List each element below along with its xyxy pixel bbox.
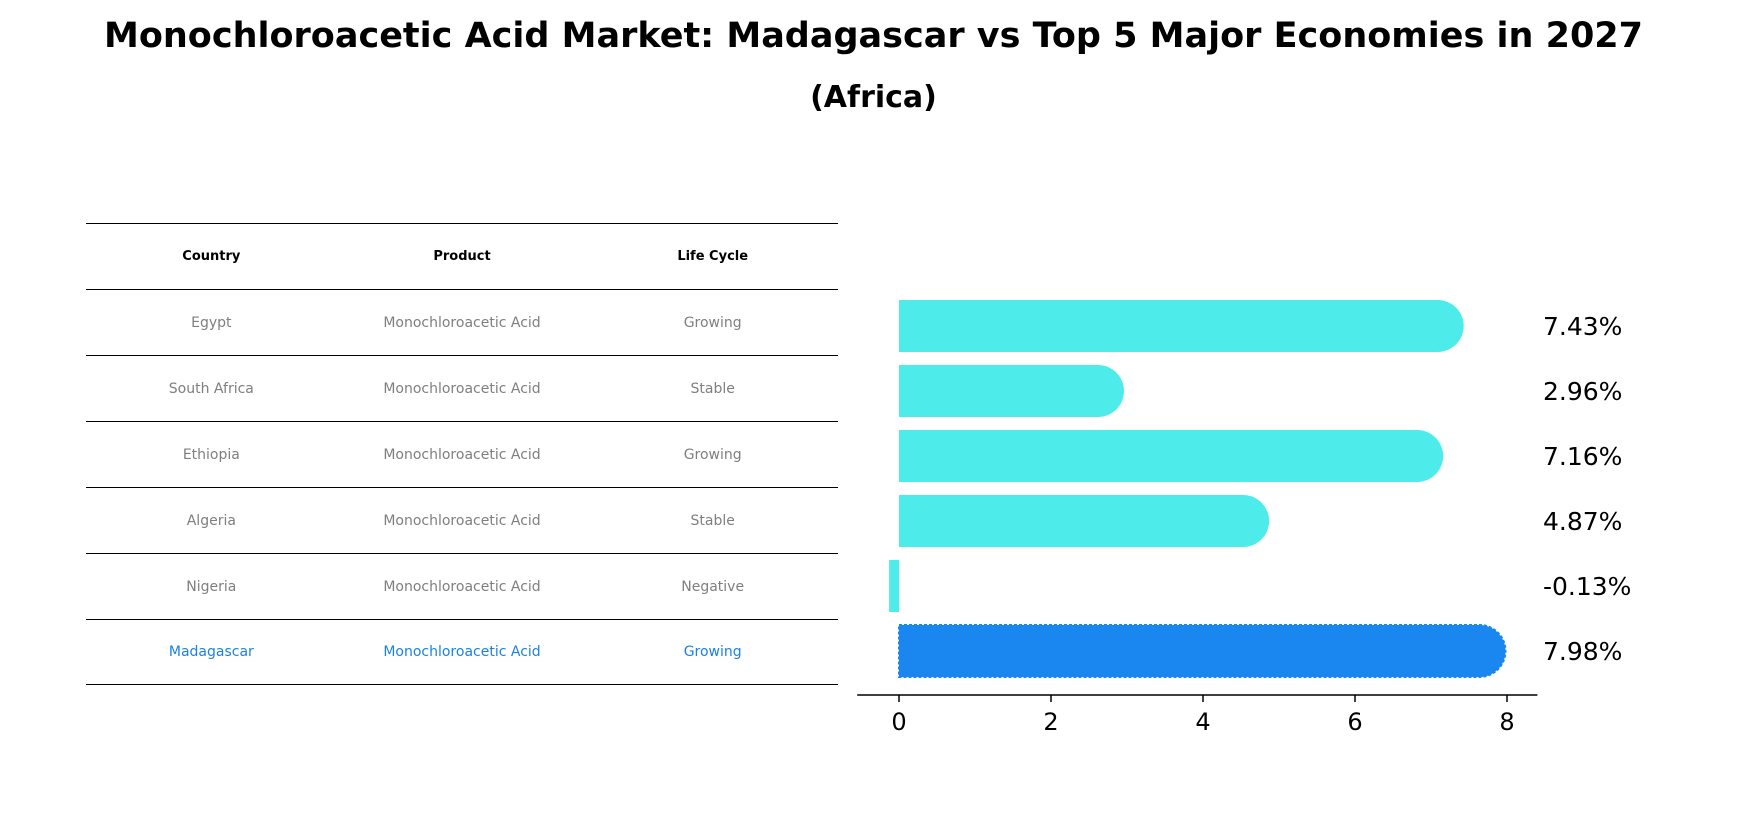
data-label-ethiopia: 7.16% — [1543, 442, 1622, 471]
x-tick-label: 4 — [1195, 708, 1210, 736]
country-table: Country Product Life Cycle Egypt Monochl… — [86, 223, 838, 685]
cell-country: South Africa — [168, 380, 254, 397]
cell-life-cycle: Negative — [681, 578, 745, 595]
table-row: Nigeria Monochloroacetic Acid Negative — [86, 553, 838, 619]
x-tick-label: 0 — [891, 708, 906, 736]
cell-product: Monochloroacetic Acid — [383, 644, 541, 660]
cell-life-cycle: Stable — [690, 512, 735, 529]
bar-madagascar — [898, 624, 1507, 678]
cell-product: Monochloroacetic Acid — [383, 578, 541, 595]
data-label-south-africa: 2.96% — [1543, 377, 1622, 406]
table-row: Ethiopia Monochloroacetic Acid Growing — [86, 421, 838, 487]
data-label-algeria: 4.87% — [1543, 507, 1622, 536]
cell-country: Algeria — [186, 512, 236, 529]
cell-product: Monochloroacetic Acid — [383, 446, 541, 463]
cell-country: Madagascar — [168, 644, 254, 660]
x-tick-label: 6 — [1347, 708, 1362, 736]
header-product: Product — [433, 249, 491, 264]
chart-title: Monochloroacetic Acid Market: Madagascar… — [103, 16, 1644, 56]
x-tick-label: 8 — [1499, 708, 1514, 736]
cell-product: Monochloroacetic Acid — [383, 380, 541, 397]
header-life-cycle: Life Cycle — [677, 249, 749, 264]
cell-life-cycle: Growing — [683, 446, 742, 463]
cell-country: Ethiopia — [182, 446, 240, 463]
header-country: Country — [182, 249, 241, 264]
chart-subtitle: (Africa) — [810, 80, 937, 115]
cell-life-cycle: Stable — [690, 380, 735, 397]
bar-egypt — [899, 300, 1464, 352]
data-label-madagascar: 7.98% — [1543, 637, 1622, 666]
cell-product: Monochloroacetic Acid — [383, 512, 541, 529]
cell-product: Monochloroacetic Acid — [383, 314, 541, 331]
table-row: Algeria Monochloroacetic Acid Stable — [86, 487, 838, 553]
data-label-nigeria: -0.13% — [1543, 572, 1631, 601]
cell-life-cycle: Growing — [683, 314, 742, 331]
x-tick-label: 2 — [1043, 708, 1058, 736]
cell-country: Egypt — [191, 314, 232, 331]
table-row: Egypt Monochloroacetic Acid Growing — [86, 289, 838, 355]
cell-country: Nigeria — [186, 578, 237, 595]
bar-ethiopia — [899, 430, 1444, 482]
bar-south-africa — [899, 365, 1124, 417]
data-label-egypt: 7.43% — [1543, 312, 1622, 341]
bar-nigeria — [889, 560, 899, 612]
table-row-highlighted: Madagascar Monochloroacetic Acid Growing — [86, 619, 838, 685]
table-header-row: Country Product Life Cycle — [86, 223, 838, 289]
bar-algeria — [899, 495, 1270, 547]
table-row: South Africa Monochloroacetic Acid Stabl… — [86, 355, 838, 421]
cell-life-cycle: Growing — [683, 644, 742, 660]
